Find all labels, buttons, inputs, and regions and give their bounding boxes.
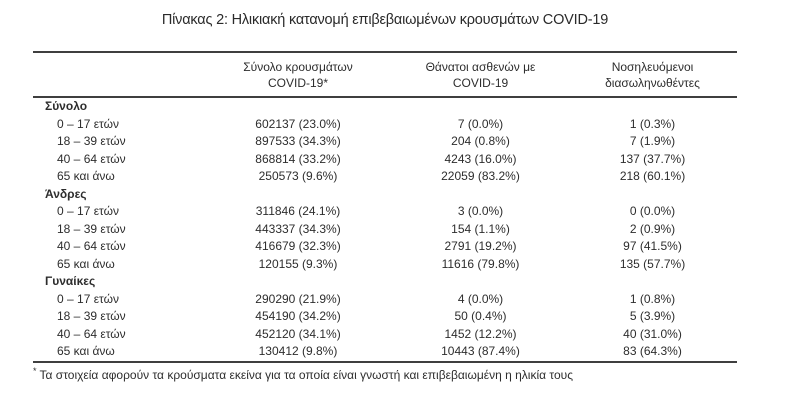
column-header-line: COVID-19 — [452, 76, 509, 90]
column-header-line: Θάνατοι ασθενών με — [425, 60, 536, 74]
cell-cases: 897533 (34.3%) — [255, 134, 341, 148]
table-row: 40 – 64 ετών 452120 (34.1%) 1452 (12.2%)… — [33, 326, 737, 344]
cell-deaths: 22059 (83.2%) — [441, 169, 520, 183]
cell-intubated: 1 (0.3%) — [629, 116, 676, 131]
table-row: 0 – 17 ετών 602137 (23.0%) 7 (0.0%) 1 (0… — [33, 116, 737, 134]
table-row: 65 και άνω 250573 (9.6%) 22059 (83.2%) 2… — [33, 168, 737, 186]
cell-deaths: 3 (0.0%) — [457, 204, 504, 218]
cell-age: 65 και άνω — [57, 344, 115, 358]
cell-age: 40 – 64 ετών — [57, 239, 126, 253]
table-row: 65 και άνω 120155 (9.3%) 11616 (79.8%) 1… — [33, 256, 737, 274]
cell-cases: 452120 (34.1%) — [255, 326, 341, 341]
cell-intubated: 137 (37.7%) — [619, 151, 686, 166]
column-header-line: Σύνολο κρουσμάτων — [243, 60, 353, 74]
cell-age: 40 – 64 ετών — [57, 326, 126, 341]
table-row: 40 – 64 ετών 868814 (33.2%) 4243 (16.0%)… — [33, 151, 737, 169]
cell-intubated: 0 (0.0%) — [629, 204, 676, 218]
cell-intubated: 218 (60.1%) — [619, 169, 686, 183]
column-header-line: Νοσηλευόμενοι — [611, 60, 694, 74]
cell-intubated: 1 (0.8%) — [629, 291, 676, 306]
cell-age: 0 – 17 ετών — [57, 291, 119, 306]
section-label-men: Άνδρες — [45, 186, 87, 201]
section-label-women: Γυναίκες — [45, 274, 96, 288]
column-header-line: COVID-19* — [267, 76, 329, 90]
cell-age: 40 – 64 ετών — [57, 151, 126, 166]
cell-cases: 130412 (9.8%) — [258, 344, 338, 358]
cell-intubated: 135 (57.7%) — [619, 256, 686, 271]
cell-deaths: 4243 (16.0%) — [444, 151, 517, 166]
cell-age: 18 – 39 ετών — [57, 134, 126, 148]
column-header-deaths: Θάνατοι ασθενών με COVID-19 — [393, 59, 568, 91]
section-label-total: Σύνολο — [45, 99, 88, 113]
table-row: 0 – 17 ετών 311846 (24.1%) 3 (0.0%) 0 (0… — [33, 203, 737, 221]
cell-age: 18 – 39 ετών — [57, 309, 126, 323]
cell-deaths: 4 (0.0%) — [457, 291, 504, 306]
covid-age-table: Σύνολο κρουσμάτων COVID-19* Θάνατοι ασθε… — [33, 51, 737, 382]
cell-cases: 311846 (24.1%) — [255, 204, 341, 218]
cell-cases: 454190 (34.2%) — [255, 309, 341, 323]
header-body-divider — [33, 96, 737, 98]
cell-cases: 250573 (9.6%) — [258, 169, 338, 183]
table-row: 65 και άνω 130412 (9.8%) 10443 (87.4%) 8… — [33, 343, 737, 361]
cell-deaths: 204 (0.8%) — [451, 134, 510, 148]
cell-deaths: 2791 (19.2%) — [444, 239, 517, 253]
cell-age: 65 και άνω — [57, 169, 115, 183]
table-row: 40 – 64 ετών 416679 (32.3%) 2791 (19.2%)… — [33, 238, 737, 256]
cell-intubated: 7 (1.9%) — [629, 134, 676, 148]
cell-age: 0 – 17 ετών — [57, 116, 119, 131]
cell-cases: 602137 (23.0%) — [255, 116, 341, 131]
column-header-line: διασωληνωθέντες — [605, 76, 700, 90]
cell-intubated: 5 (3.9%) — [629, 309, 676, 323]
cell-cases: 416679 (32.3%) — [255, 239, 341, 253]
cell-cases: 443337 (34.3%) — [255, 221, 341, 236]
cell-cases: 290290 (21.9%) — [255, 291, 341, 306]
cell-age: 65 και άνω — [57, 256, 115, 271]
table-row: 18 – 39 ετών 454190 (34.2%) 50 (0.4%) 5 … — [33, 308, 737, 326]
table-row: 18 – 39 ετών 443337 (34.3%) 154 (1.1%) 2… — [33, 221, 737, 239]
cell-cases: 868814 (33.2%) — [255, 151, 341, 166]
cell-intubated: 97 (41.5%) — [623, 239, 682, 253]
cell-cases: 120155 (9.3%) — [258, 256, 338, 271]
cell-age: 18 – 39 ετών — [57, 221, 126, 236]
cell-deaths: 10443 (87.4%) — [441, 344, 520, 358]
cell-intubated: 40 (31.0%) — [623, 326, 682, 341]
column-header-intubated: Νοσηλευόμενοι διασωληνωθέντες — [568, 59, 737, 91]
table-header-row: Σύνολο κρουσμάτων COVID-19* Θάνατοι ασθε… — [33, 53, 737, 96]
cell-age: 0 – 17 ετών — [57, 204, 119, 218]
table-bottom-divider — [33, 360, 737, 363]
cell-deaths: 50 (0.4%) — [454, 309, 507, 323]
footnote-text: Τα στοιχεία αφορούν τα κρούσματα εκείνα … — [39, 368, 573, 382]
table-footnote: * Τα στοιχεία αφορούν τα κρούσματα εκείνα… — [33, 363, 737, 383]
footnote-marker: * — [33, 366, 37, 376]
table-title: Πίνακας 2: Ηλικιακή κατανομή επιβεβαιωμέ… — [161, 12, 609, 28]
cell-deaths: 154 (1.1%) — [451, 221, 510, 236]
table-top-divider — [33, 51, 737, 53]
cell-deaths: 11616 (79.8%) — [441, 256, 520, 271]
column-header-spacer — [33, 59, 203, 91]
cell-deaths: 7 (0.0%) — [457, 116, 504, 131]
table-row: 18 – 39 ετών 897533 (34.3%) 204 (0.8%) 7… — [33, 133, 737, 151]
column-header-total-cases: Σύνολο κρουσμάτων COVID-19* — [203, 59, 393, 91]
cell-deaths: 1452 (12.2%) — [444, 326, 517, 341]
table-row: 0 – 17 ετών 290290 (21.9%) 4 (0.0%) 1 (0… — [33, 291, 737, 309]
cell-intubated: 83 (64.3%) — [623, 344, 682, 358]
cell-intubated: 2 (0.9%) — [629, 221, 676, 236]
